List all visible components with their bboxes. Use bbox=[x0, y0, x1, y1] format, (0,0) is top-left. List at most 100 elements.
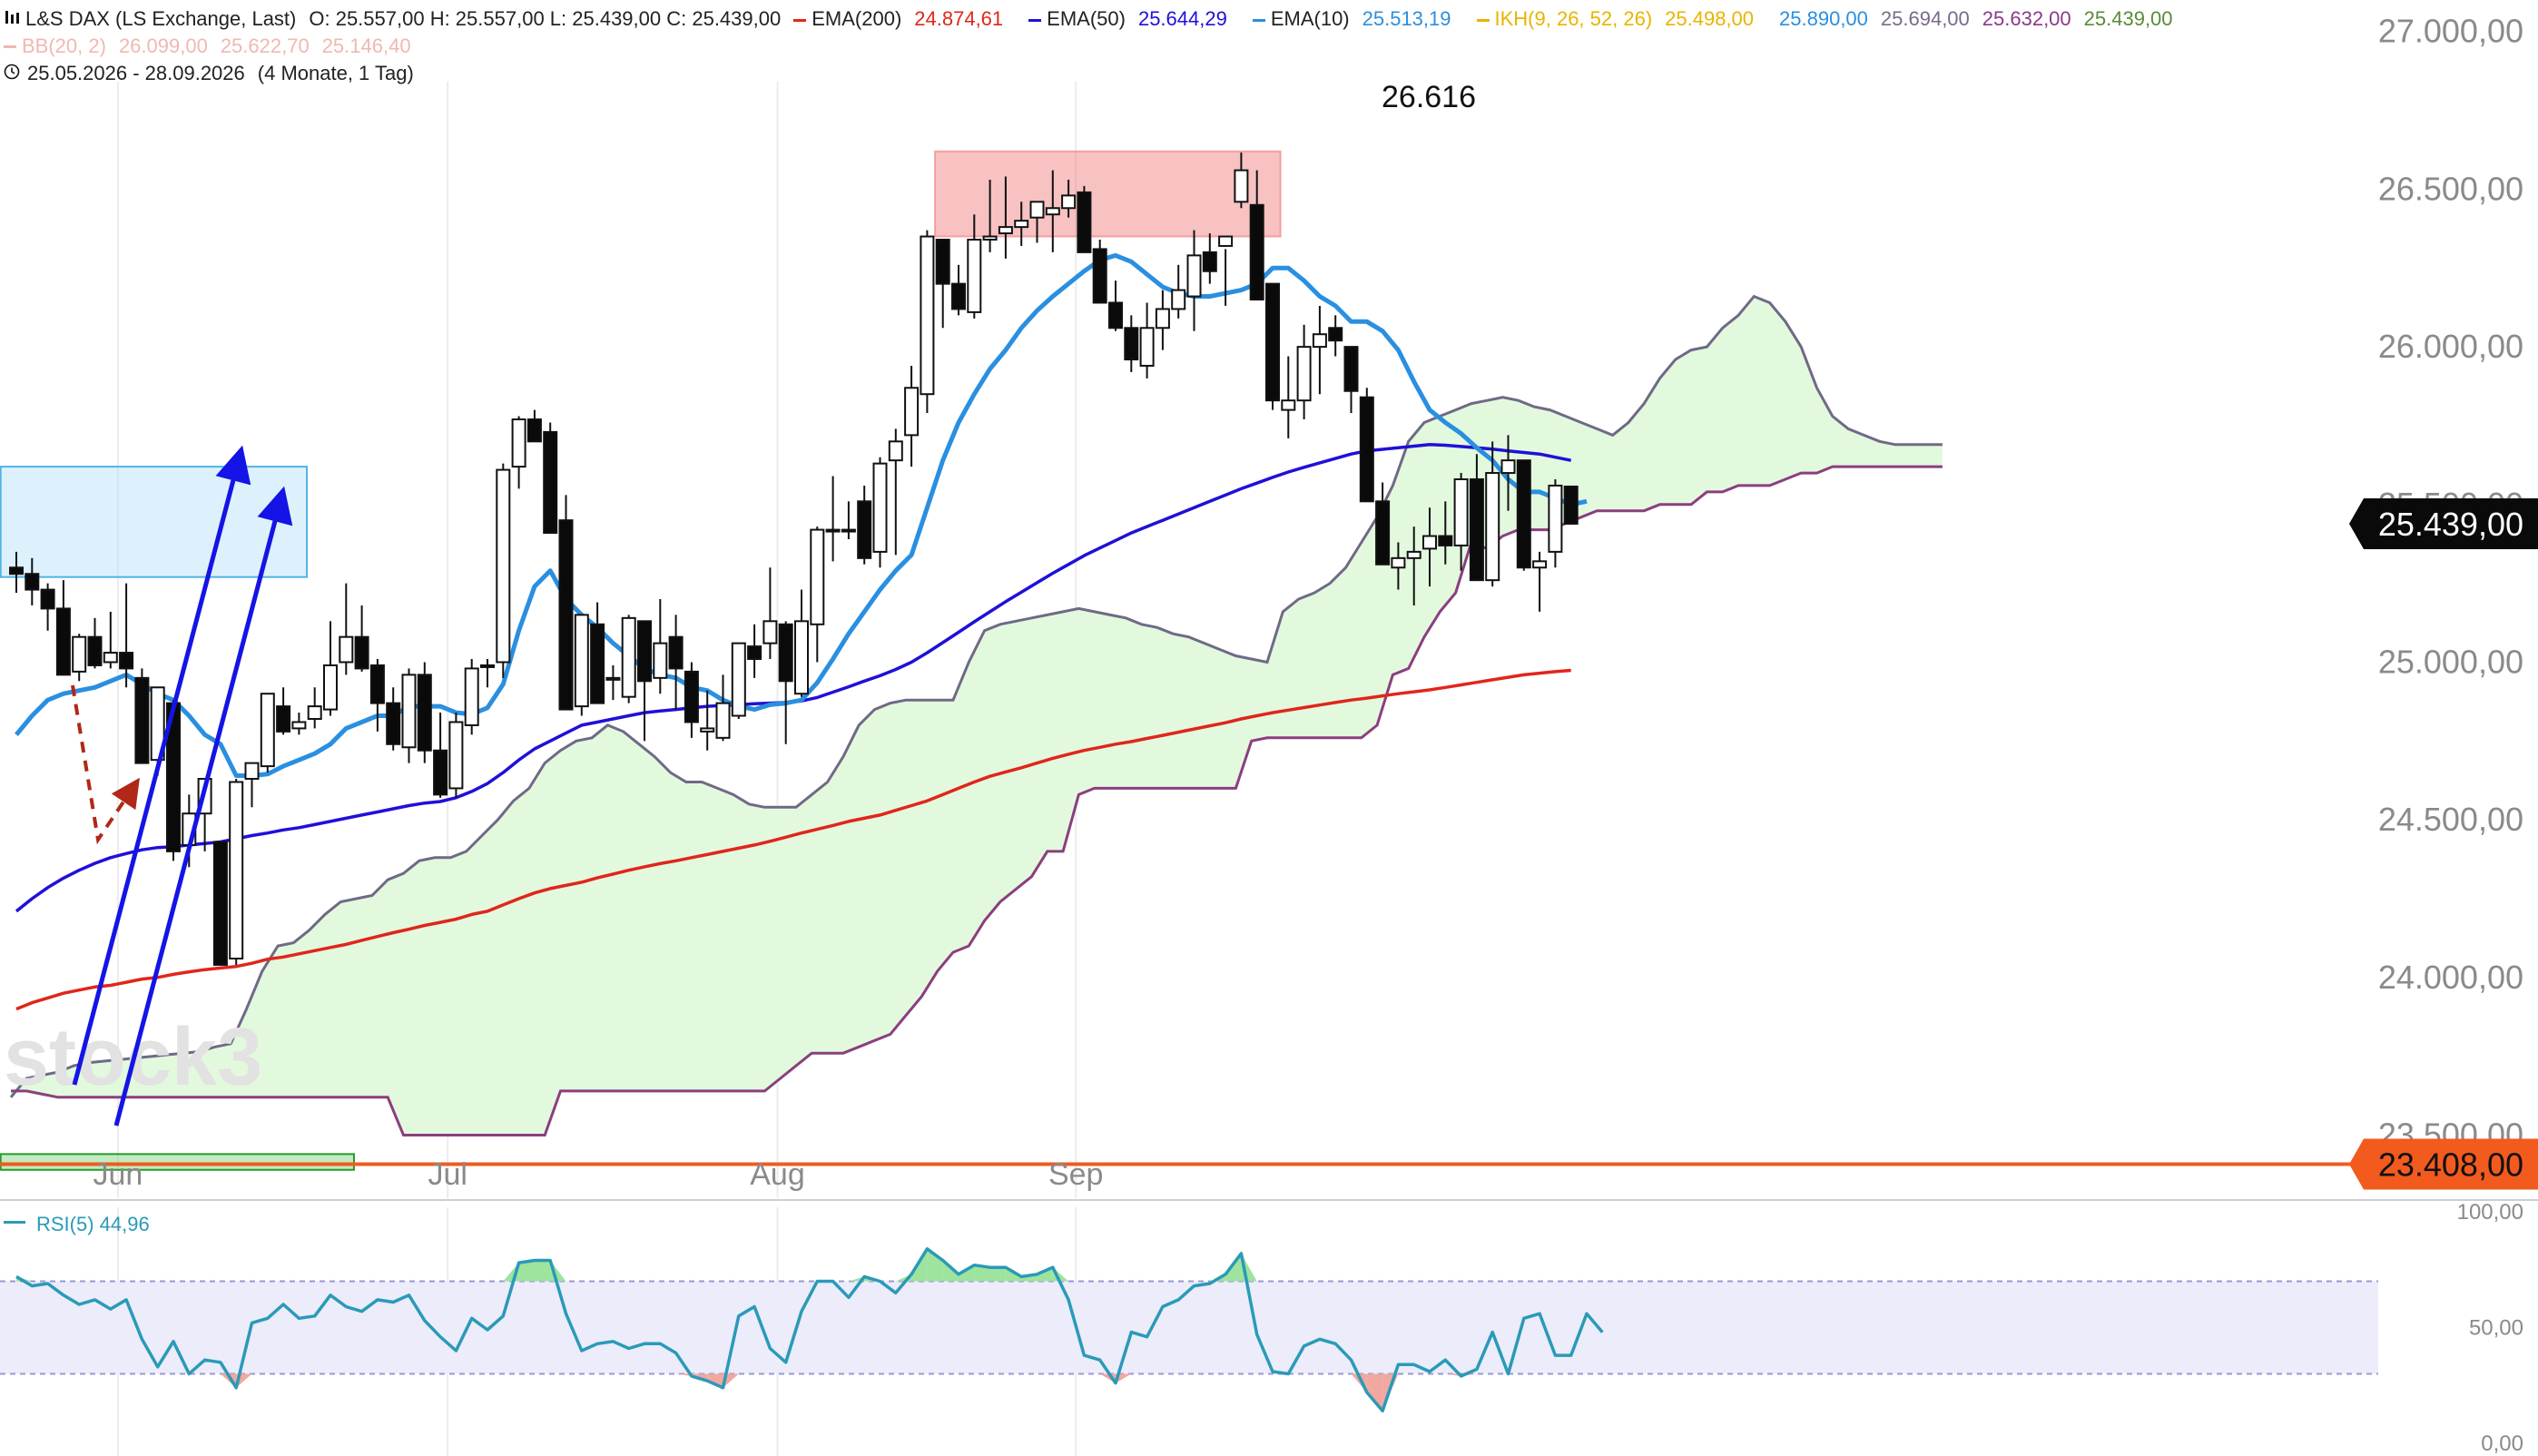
candle bbox=[401, 668, 417, 763]
candle bbox=[339, 583, 354, 675]
rsi-oversold-fill bbox=[707, 1373, 723, 1388]
candle bbox=[1485, 441, 1500, 587]
candle-body bbox=[762, 620, 778, 644]
candle-body bbox=[229, 781, 244, 960]
x-tick-label: Aug bbox=[750, 1157, 805, 1192]
header-line-2[interactable]: BB(20, 2) 26.099,00 25.622,70 25.146,40 bbox=[4, 34, 424, 58]
candle-body bbox=[1343, 346, 1359, 392]
y-tick-label: 24.000,00 bbox=[2378, 959, 2523, 996]
candle-body bbox=[1186, 254, 1202, 298]
peak-label: 26.616 bbox=[1382, 80, 1476, 114]
cloud-fill bbox=[11, 296, 1943, 1136]
candle-body bbox=[1108, 301, 1123, 330]
candle-body bbox=[1202, 251, 1217, 272]
candle bbox=[967, 214, 982, 319]
candle bbox=[731, 642, 746, 719]
ema10-legend[interactable]: EMA(10) 25.513,19 bbox=[1252, 7, 1464, 31]
instrument-icon bbox=[4, 7, 20, 31]
candle bbox=[386, 687, 401, 751]
ikh-legend[interactable]: IKH(9, 26, 52, 26) 25.498,00 bbox=[1476, 7, 1767, 31]
candle-body bbox=[291, 721, 307, 730]
candle bbox=[1218, 235, 1234, 306]
candle-body bbox=[369, 664, 385, 704]
candle-body bbox=[244, 762, 260, 781]
candle bbox=[511, 416, 526, 489]
rsi-panel: 0,00 50,00 100,00 RSI(5) 44,96 bbox=[0, 1200, 2523, 1456]
candle bbox=[558, 495, 574, 711]
ikh-value-4: 25.439,00 bbox=[2083, 7, 2173, 30]
candle-body bbox=[1453, 478, 1469, 546]
green-zone bbox=[0, 1153, 355, 1171]
candle bbox=[72, 634, 87, 682]
senkou-span-b bbox=[11, 465, 1943, 1136]
candle-body bbox=[354, 635, 369, 670]
candle bbox=[25, 557, 40, 605]
candle bbox=[778, 621, 793, 744]
candle-body bbox=[417, 674, 432, 752]
series-ema200 bbox=[15, 668, 1571, 1011]
x-tick-label: Sep bbox=[1048, 1157, 1104, 1192]
candle bbox=[433, 713, 448, 798]
candle-body bbox=[590, 623, 605, 704]
ema200-legend[interactable]: EMA(200) 24.874,61 bbox=[793, 7, 1016, 31]
candle bbox=[244, 762, 260, 808]
candle-body bbox=[1218, 235, 1234, 247]
candle-body bbox=[747, 645, 762, 661]
candle bbox=[1469, 454, 1484, 582]
candle bbox=[1139, 302, 1155, 379]
candle-body bbox=[1124, 327, 1139, 360]
resistance-zone bbox=[934, 150, 1282, 238]
candle-body bbox=[212, 841, 228, 966]
candle-body bbox=[810, 528, 825, 625]
candle bbox=[1438, 501, 1453, 565]
candle bbox=[480, 659, 495, 688]
candle-body bbox=[134, 676, 150, 764]
candle bbox=[1406, 526, 1421, 605]
y-tick-label: 26.000,00 bbox=[2378, 328, 2523, 365]
candle-body bbox=[323, 664, 338, 711]
candle bbox=[1343, 346, 1359, 414]
last-price-box bbox=[2349, 497, 2538, 549]
candle bbox=[464, 659, 479, 735]
candle-body bbox=[1029, 201, 1045, 219]
candle bbox=[1108, 280, 1123, 331]
candle bbox=[747, 624, 762, 678]
candle bbox=[1296, 324, 1312, 419]
ema50-legend[interactable]: EMA(50) 25.644,29 bbox=[1028, 7, 1240, 31]
blue-arrow-2 bbox=[113, 486, 293, 1126]
candle bbox=[1077, 185, 1092, 253]
candle bbox=[543, 422, 558, 535]
candle-body bbox=[1516, 459, 1531, 569]
candle bbox=[1014, 202, 1029, 246]
candle bbox=[794, 589, 809, 697]
candle-body bbox=[778, 623, 793, 683]
candle-body bbox=[920, 235, 935, 396]
candle-body bbox=[1438, 535, 1453, 546]
date-range: 25.05.2026 - 28.09.2026 bbox=[27, 62, 245, 84]
candle bbox=[715, 674, 731, 742]
candle-body bbox=[1265, 282, 1280, 402]
header-line-3: 25.05.2026 - 28.09.2026 (4 Monate, 1 Tag… bbox=[4, 62, 427, 85]
candle bbox=[888, 428, 903, 556]
candle bbox=[1453, 473, 1469, 571]
candle bbox=[276, 687, 291, 735]
candle bbox=[904, 365, 920, 467]
candle-body bbox=[276, 705, 291, 733]
candle-body bbox=[1532, 560, 1548, 569]
rsi-overbought-fill bbox=[989, 1267, 1006, 1282]
candle-body bbox=[464, 667, 479, 726]
bb-value-1: 26.099,00 bbox=[118, 34, 208, 57]
candle bbox=[1563, 485, 1579, 525]
candle-body bbox=[40, 588, 55, 610]
candle bbox=[1328, 315, 1343, 357]
y-tick-label: 27.000,00 bbox=[2378, 13, 2523, 50]
candle-body bbox=[511, 418, 526, 468]
candle-body bbox=[841, 528, 856, 533]
candle-body bbox=[653, 642, 668, 679]
candle-body bbox=[1548, 484, 1563, 553]
candle bbox=[260, 693, 275, 773]
candle bbox=[55, 580, 71, 676]
candle-body bbox=[558, 519, 574, 711]
candle bbox=[1061, 180, 1077, 218]
